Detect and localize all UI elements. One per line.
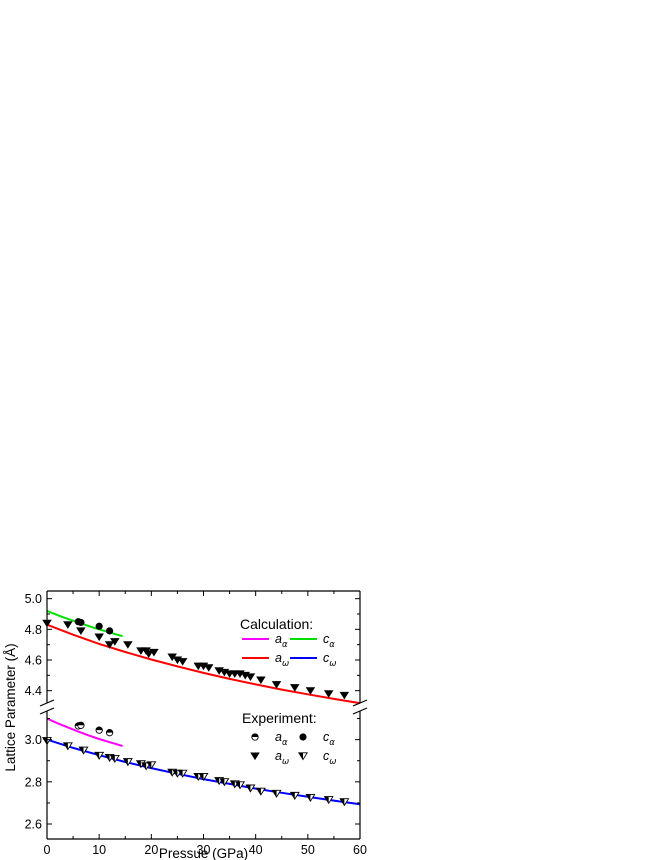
x-tick-label-6: 60: [353, 843, 367, 857]
exp-point-4-3: [105, 729, 114, 737]
exp-point-6-27: [305, 687, 316, 695]
x-tick-label-3: 30: [197, 843, 211, 857]
legend-exp-label-0-0: aα: [275, 730, 288, 748]
x-tick-label-4: 40: [249, 843, 263, 857]
exp-point-4-1: [77, 721, 85, 729]
calc-line-2: [47, 623, 360, 704]
x-axis-title: Pressue (GPa): [159, 846, 248, 860]
exp-point-7-14: [198, 772, 209, 781]
exp-point-6-23: [245, 673, 256, 682]
plot-frame: [39, 590, 368, 840]
exp-point-7-16: [219, 778, 230, 787]
legend-title-calculation: Calculation:: [240, 616, 313, 632]
exp-point-7-5: [109, 755, 120, 764]
exp-point-6-1: [63, 621, 73, 629]
exp-point-7-3: [94, 751, 105, 760]
legend-calc-label-0-1: cα: [323, 632, 335, 650]
legend-exp-label-1-1: cω: [323, 749, 336, 767]
exp-point-7-20: [255, 787, 266, 796]
exp-point-7-21: [271, 789, 282, 798]
exp-point-6-26: [290, 684, 300, 692]
legend-exp-marker-0-0: [251, 733, 259, 741]
legend-calc-label-1-0: aω: [275, 651, 289, 669]
lower-y-tick-label-1: 2.8: [25, 775, 42, 789]
legend-exp-marker-1-0: [250, 752, 260, 761]
legend-title-experiment: Experiment:: [242, 710, 317, 726]
lower-y-tick-label-0: 2.6: [25, 818, 42, 832]
exp-point-6-24: [256, 676, 266, 685]
exp-point-7-9: [146, 761, 157, 770]
axis-break-mark-1-a: [352, 699, 368, 707]
exp-point-7-2: [78, 746, 89, 755]
exp-point-6-6: [123, 641, 133, 649]
exp-point-6-9: [143, 650, 154, 659]
exp-point-4-2: [95, 726, 103, 734]
axis-break-mark-0-b: [39, 707, 55, 715]
x-tick-label-0: 0: [44, 843, 51, 857]
legend-calc-label-1-1: cω: [323, 651, 336, 669]
exp-point-7-6: [122, 758, 133, 767]
exp-point-7-19: [245, 784, 256, 793]
y-axis-title: Lattice Parameter (Å): [3, 643, 18, 771]
upper-y-tick-label-0: 4.4: [25, 684, 42, 698]
legend-exp-marker-0-1: [299, 733, 307, 741]
calc-line-0: [47, 717, 123, 747]
legend-exp-marker-1-1: [297, 752, 309, 761]
exp-point-5-2: [95, 622, 103, 630]
exp-point-6-2: [76, 627, 86, 636]
exp-point-6-29: [339, 691, 350, 700]
exp-point-7-25: [339, 798, 350, 807]
exp-point-5-3: [106, 627, 114, 635]
x-tick-label-5: 50: [301, 843, 315, 857]
exp-point-7-22: [289, 791, 300, 800]
x-tick-label-2: 20: [144, 843, 158, 857]
exp-point-6-16: [203, 664, 214, 672]
exp-point-6-5: [110, 638, 120, 646]
exp-point-7-12: [177, 769, 188, 778]
axis-break-mark-0-a: [39, 699, 55, 707]
x-tick-label-1: 10: [92, 843, 106, 857]
exp-point-7-18: [235, 781, 246, 790]
exp-point-6-13: [177, 658, 188, 666]
legend: Calculation: Experiment: aα cα aω cω aα cα aω c…: [240, 616, 336, 767]
exp-point-6-3: [94, 633, 104, 642]
exp-point-6-4: [104, 641, 115, 649]
upper-y-tick-label-3: 5.0: [25, 592, 42, 606]
legend-calc-label-0-0: aα: [275, 632, 288, 650]
exp-point-7-24: [323, 796, 334, 805]
exp-point-7-8: [141, 762, 152, 771]
exp-point-6-25: [271, 681, 282, 689]
exp-point-6-28: [323, 690, 334, 698]
exp-point-6-10: [149, 648, 159, 657]
lower-y-tick-label-2: 3.0: [25, 733, 42, 747]
exp-point-7-1: [62, 742, 73, 751]
upper-y-tick-label-1: 4.6: [25, 654, 42, 668]
exp-point-5-1: [77, 618, 85, 627]
exp-point-7-23: [305, 794, 316, 803]
legend-exp-label-0-1: cα: [323, 730, 335, 748]
axis-break-mark-1-b: [352, 707, 368, 715]
series-markers: [41, 618, 350, 807]
legend-exp-label-1-0: aω: [275, 749, 289, 767]
axis-ticks: 0 10 20 30 40 50 60 4.4 4.6 4.8 5.0 2.6 2.8 3.0: [25, 591, 367, 857]
upper-y-tick-label-2: 4.8: [25, 623, 42, 637]
